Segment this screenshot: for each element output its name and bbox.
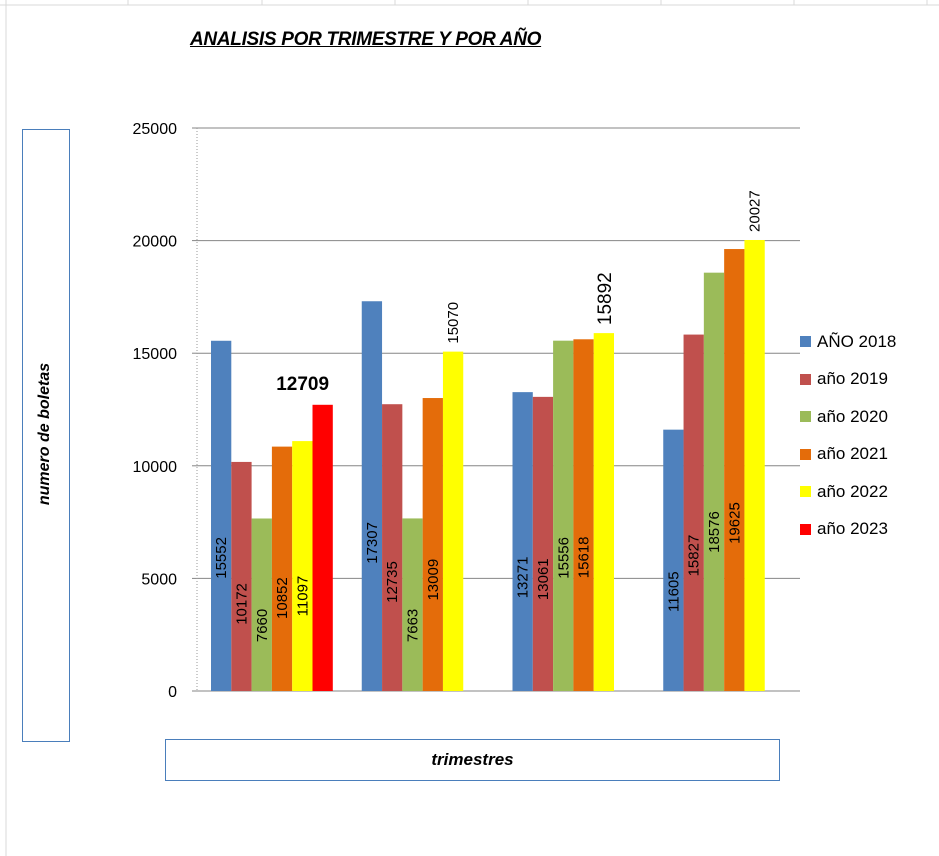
bar: [211, 340, 232, 691]
legend-swatch: [800, 448, 811, 460]
bar: [724, 249, 745, 692]
legend-item: AÑO 2018: [800, 323, 930, 361]
data-label: 10172: [233, 583, 250, 625]
bar: [382, 404, 403, 691]
bar: [744, 239, 765, 692]
data-label: 12709: [276, 374, 329, 395]
legend-item: año 2021: [800, 436, 930, 474]
legend-label: año 2022: [817, 481, 888, 501]
data-label: 13061: [535, 558, 552, 600]
data-label: 11605: [665, 571, 682, 612]
chart-legend: AÑO 2018 año 2019 año 2020 año 2021 año 2022…: [800, 323, 930, 548]
legend-swatch: [800, 373, 811, 385]
data-label: 15556: [555, 537, 572, 579]
y-tick-label: 0: [168, 684, 177, 701]
bar: [553, 340, 574, 691]
data-label: 15070: [445, 302, 462, 344]
bar: [683, 334, 704, 691]
legend-label: AÑO 2018: [817, 331, 897, 351]
bar: [361, 301, 383, 691]
bar: [402, 518, 423, 691]
bar: [422, 398, 443, 691]
data-label: 20027: [747, 190, 764, 232]
bar: [512, 392, 533, 691]
legend-swatch: [800, 523, 811, 535]
bar: [573, 339, 594, 691]
bar: [663, 429, 684, 691]
data-label: 15618: [576, 536, 593, 578]
bar: [593, 333, 614, 691]
bar: [251, 518, 272, 691]
y-tick-label: 5000: [141, 571, 177, 588]
data-label: 15892: [595, 272, 616, 325]
legend-label: año 2023: [817, 519, 888, 539]
data-label: 19625: [726, 502, 743, 544]
y-tick-label: 10000: [133, 459, 178, 476]
legend-label: año 2019: [817, 369, 888, 389]
legend-item: año 2023: [800, 511, 930, 549]
x-axis-title: trimestres: [431, 750, 514, 769]
data-label: 15552: [213, 537, 230, 579]
bar: [271, 446, 293, 691]
legend-label: año 2020: [817, 406, 888, 426]
data-label: 15827: [686, 535, 703, 577]
data-label: 7660: [254, 609, 271, 642]
data-label: 11097: [294, 576, 311, 617]
legend-item: año 2020: [800, 398, 930, 436]
data-label: 12735: [384, 561, 401, 603]
legend-label: año 2021: [817, 444, 888, 464]
data-label: 13009: [425, 559, 442, 601]
chart-title: ANALISIS POR TRIMESTRE Y POR AÑO: [190, 29, 542, 50]
bar: [532, 396, 554, 691]
bar: [292, 441, 313, 691]
y-tick-label: 25000: [133, 121, 178, 138]
legend-swatch: [800, 486, 811, 498]
data-label: 13271: [515, 557, 532, 599]
legend-item: año 2022: [800, 473, 930, 511]
data-label: 10852: [274, 577, 291, 619]
bar: [312, 404, 333, 691]
legend-swatch: [800, 336, 811, 348]
legend-item: año 2019: [800, 361, 930, 399]
data-label: 18576: [706, 511, 723, 553]
data-label: 7663: [405, 609, 422, 642]
bar: [442, 351, 464, 691]
x-axis-title-box: trimestres: [165, 739, 780, 781]
legend-swatch: [800, 411, 811, 423]
bar: [231, 461, 252, 691]
y-tick-label: 20000: [133, 234, 178, 251]
y-tick-label: 15000: [133, 346, 178, 363]
y-axis-title-box: [22, 129, 70, 742]
data-label: 17307: [364, 522, 381, 564]
bar: [703, 272, 725, 691]
